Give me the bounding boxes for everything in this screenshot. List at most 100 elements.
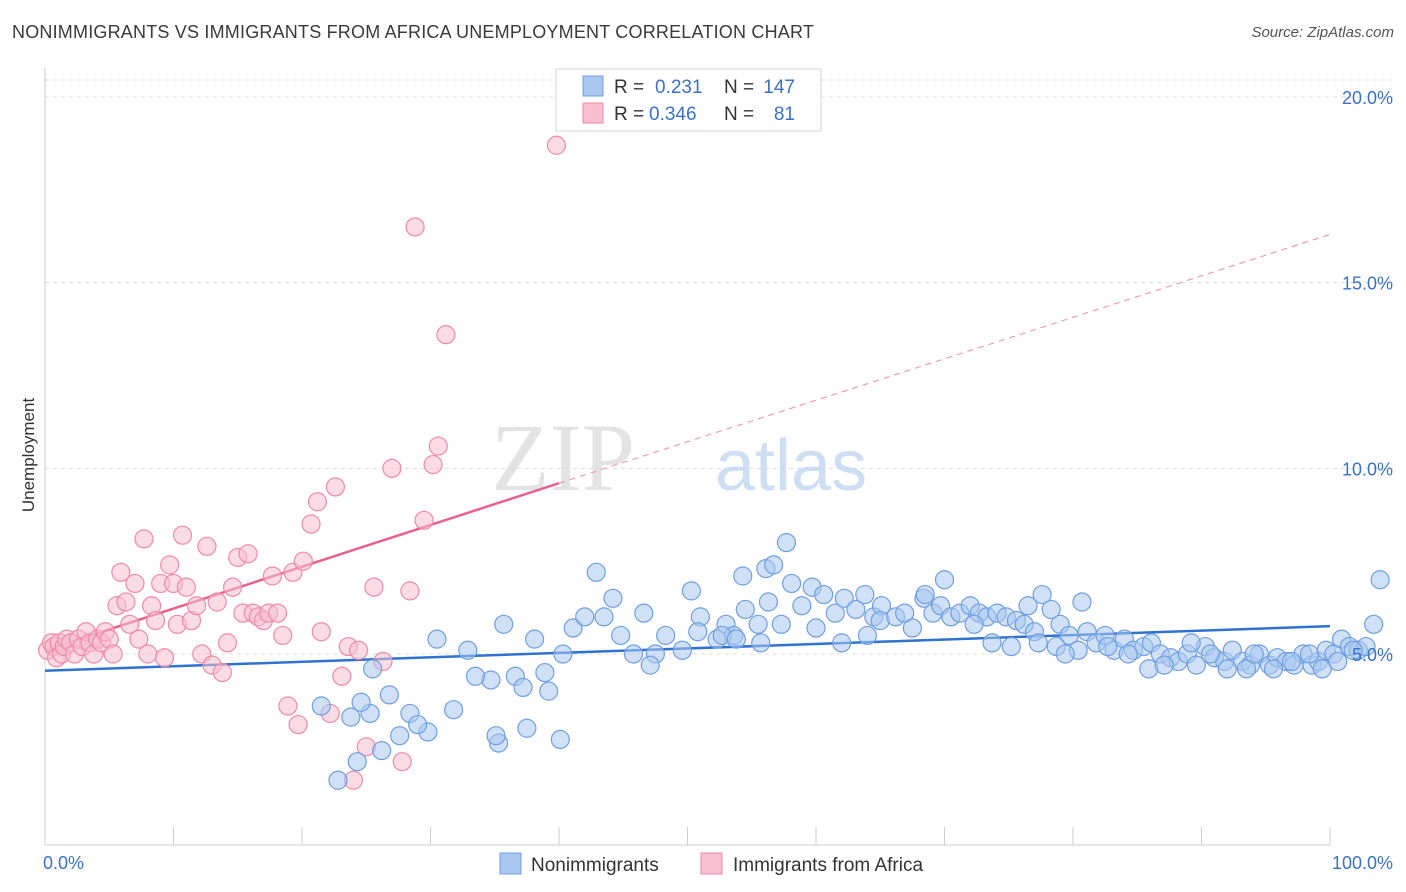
nonimmigrants-point [806,618,826,638]
nonimmigrants-point [1312,659,1332,679]
nonimmigrants-point [735,599,755,620]
immigrants-point [176,577,196,597]
immigrants-point [134,529,154,549]
nonimmigrants-point [758,592,779,612]
nonimmigrants-point [1154,655,1174,675]
stats-legend: R = 0.231 N = 147 R = 0.346 N = 81 [555,68,822,132]
nonimmigrants-point [363,659,383,679]
nonimmigrants-point [1328,651,1348,672]
nonimmigrants-point [1217,659,1237,679]
legend-r-label-1: R = [614,77,644,98]
nonimmigrants-point [763,555,784,575]
nonimmigrants-point [1370,570,1390,590]
immigrants-point [207,592,227,612]
nonimmigrants-point [1236,659,1257,679]
nonimmigrants-point [458,640,478,660]
y-tick-label-20: 20.0% [1342,88,1393,108]
nonimmigrants-point [634,603,654,623]
x-tick-label-100: 100.0% [1332,853,1393,873]
y-tick-label-5: 5.0% [1352,645,1393,665]
nonimmigrants-point [603,588,623,608]
immigrants-point [400,581,420,601]
nonimmigrants-point [640,655,660,675]
nonimmigrants-point [1098,636,1118,657]
nonimmigrants-point [623,644,644,664]
nonimmigrants-point [964,614,984,634]
nonimmigrants-point [688,622,708,642]
immigrants-point [436,325,456,345]
nonimmigrants-point [539,681,559,701]
immigrants-point [392,752,412,772]
immigrants-point [267,603,288,623]
immigrants-point [278,696,298,716]
nonimmigrants-point [1028,633,1048,653]
nonimmigrants-point [1263,659,1284,679]
nonimmigrants-point [846,599,866,620]
nonimmigrants-point [390,726,410,746]
nonimmigrants-point [553,644,573,664]
nonimmigrants-point [408,714,428,735]
immigrants-point [405,217,425,237]
nonimmigrants-point [347,752,367,772]
nonimmigrants-point [733,566,753,586]
immigrants-point [197,536,217,556]
immigrants-point [145,610,166,631]
nonimmigrants-points [311,532,1390,790]
nonimmigrants-point [341,707,361,727]
watermark-zip: ZIP [491,404,635,511]
legend-swatch-nonimmigrants [582,75,604,97]
nonimmigrants-point [1364,614,1384,634]
nonimmigrants-point [726,629,746,649]
bottom-label-nonimmigrants: Nonimmigrants [531,855,659,876]
nonimmigrants-point [825,603,845,623]
nonimmigrants-point [611,625,631,646]
chart-title: NONIMMIGRANTS VS IMMIGRANTS FROM AFRICA … [12,22,815,42]
immigrants-point [423,455,443,475]
nonimmigrants-point [751,633,771,653]
nonimmigrants-point [1059,625,1079,646]
immigrants-point [172,525,193,545]
nonimmigrants-point [834,588,854,608]
nonimmigrants-point [1018,596,1038,616]
immigrants-point [223,577,243,597]
nonimmigrants-point [672,640,692,660]
immigrants-point [160,555,180,575]
y-tick-label-15: 15.0% [1342,274,1393,294]
nonimmigrants-point [1181,633,1201,653]
nonimmigrants-point [494,614,514,634]
nonimmigrants-point [444,700,464,720]
nonimmigrants-point [934,570,955,590]
nonimmigrants-point [550,729,570,750]
nonimmigrants-point [1041,599,1061,620]
nonimmigrants-point [1186,655,1206,675]
nonimmigrants-point [1072,592,1092,612]
nonimmigrants-point [1118,644,1138,664]
nonimmigrants-point [781,573,802,594]
nonimmigrants-point [1281,651,1302,672]
legend-r-value-2: 0.346 [649,104,697,125]
immigrants-point [238,544,258,564]
immigrants-point [301,514,321,534]
axes [44,68,1331,846]
nonimmigrants-point [1200,644,1221,664]
immigrants-point [111,562,131,582]
immigrants-point [103,644,123,664]
series-legend: Nonimmigrants Immigrants from Africa [499,852,923,876]
watermark-atlas: atlas [715,426,867,506]
immigrants-point [212,662,232,683]
bottom-swatch-immigrants [700,852,723,875]
immigrants-point [364,577,384,597]
y-axis-title: Unemployment [19,398,38,513]
immigrants-from-africa-points [37,135,567,790]
immigrants-point [293,551,313,571]
nonimmigrants-point [814,584,834,605]
nonimmigrants-point [372,740,392,761]
legend-swatch-immigrants [582,102,604,124]
watermark: ZIP atlas [491,404,867,511]
legend-r-value-1: 0.231 [655,77,703,98]
immigrants-point [325,477,346,497]
nonimmigrants-point [328,770,348,790]
nonimmigrants-point [575,607,595,627]
nonimmigrants-point [351,692,371,712]
immigrants-point [120,614,140,634]
